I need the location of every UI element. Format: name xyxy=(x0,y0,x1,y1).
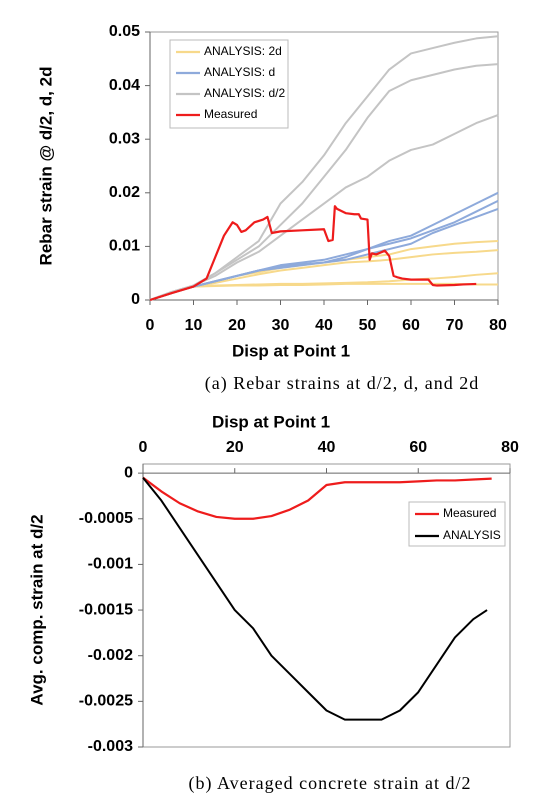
x-tick-label: 30 xyxy=(272,317,290,334)
data-line xyxy=(142,477,488,721)
data-line xyxy=(149,240,499,301)
y-tick-label: 0.05 xyxy=(109,23,140,40)
y-tick-label: -0.0005 xyxy=(79,510,133,527)
y-tick-label: -0.003 xyxy=(88,738,133,755)
x-tick-label: 80 xyxy=(489,317,507,334)
legend-label: ANALYSIS: 2d xyxy=(204,44,282,58)
y-tick-label: -0.0025 xyxy=(79,693,133,710)
legend-box xyxy=(408,501,506,547)
data-line xyxy=(149,207,499,301)
x-axis-title: Disp at Point 1 xyxy=(212,412,330,431)
x-tick-label: 10 xyxy=(185,317,203,334)
x-axis-title: Disp at Point 1 xyxy=(232,341,350,360)
x-tick-label: 40 xyxy=(318,439,336,456)
x-tick-label: 60 xyxy=(409,439,427,456)
legend-label: ANALYSIS: d/2 xyxy=(204,86,285,100)
caption: (a) Rebar strains at d/2, d, and 2d xyxy=(205,373,479,394)
legend-label: ANALYSIS: d xyxy=(204,65,275,79)
y-tick-label: 0 xyxy=(124,464,133,481)
x-tick-label: 80 xyxy=(501,439,519,456)
y-tick-label: 0.01 xyxy=(109,238,140,255)
data-line xyxy=(149,282,498,301)
legend-label: Measured xyxy=(204,107,257,121)
data-line xyxy=(149,249,499,301)
data-line xyxy=(149,114,499,301)
y-tick-label: 0 xyxy=(131,291,140,308)
data-line xyxy=(149,205,477,302)
x-tick-label: 50 xyxy=(359,317,377,334)
y-tick-label: 0.02 xyxy=(109,184,140,201)
y-axis-title: Rebar strain @ d/2, d, 2d xyxy=(36,67,55,266)
x-tick-label: 40 xyxy=(315,317,333,334)
x-tick-label: 20 xyxy=(226,439,244,456)
x-tick-label: 70 xyxy=(446,317,464,334)
legend-box xyxy=(169,39,289,129)
data-line xyxy=(142,476,492,520)
y-tick-label: -0.002 xyxy=(88,647,133,664)
y-tick-label: 0.04 xyxy=(109,77,140,94)
x-tick-label: 60 xyxy=(402,317,420,334)
x-tick-label: 0 xyxy=(139,439,148,456)
caption: (b) Averaged concrete strain at d/2 xyxy=(188,773,471,794)
y-axis-title: Avg. comp. strain at d/2 xyxy=(27,514,46,705)
y-tick-label: -0.0015 xyxy=(79,601,133,618)
legend-label: ANALYSIS xyxy=(443,528,501,542)
x-tick-label: 0 xyxy=(146,317,155,334)
y-tick-label: -0.001 xyxy=(88,556,133,573)
legend-label: Measured xyxy=(443,506,496,520)
y-tick-label: 0.03 xyxy=(109,130,140,147)
x-tick-label: 20 xyxy=(228,317,246,334)
